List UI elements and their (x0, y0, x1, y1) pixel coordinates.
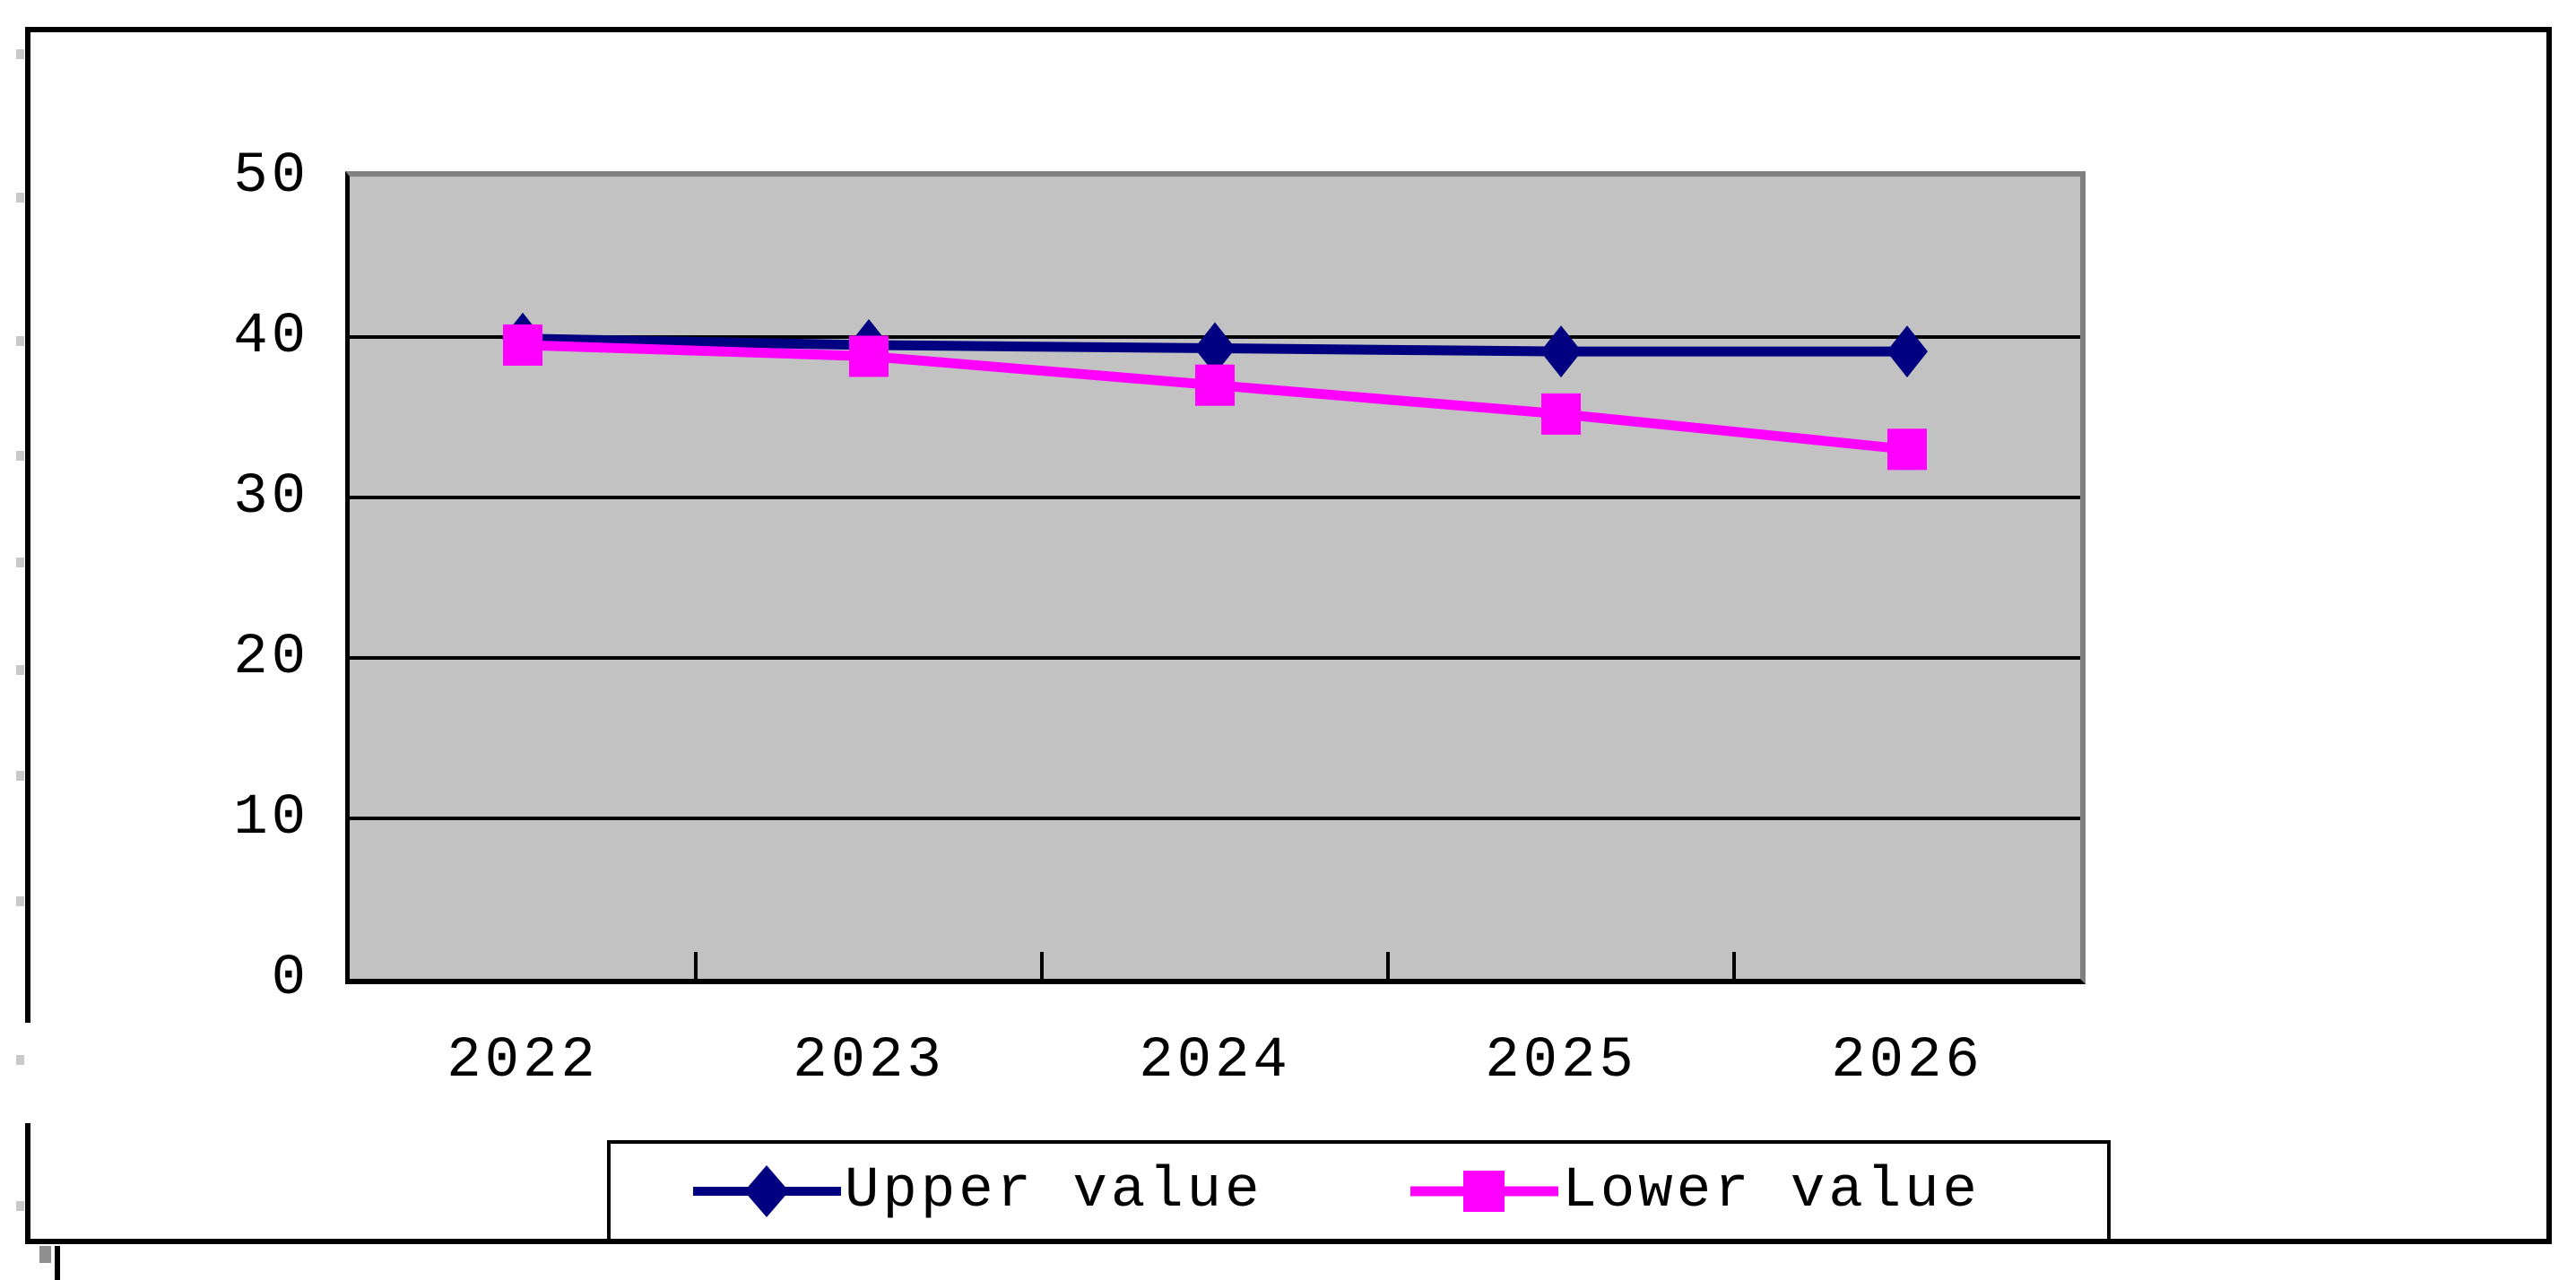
x-tick-label: 2025 (1485, 1029, 1637, 1094)
y-tick-label: 0 (271, 947, 309, 1011)
cropped-text-mark (55, 1246, 60, 1280)
legend-entry-upper: Upper value (693, 1159, 1262, 1224)
edge-artifact-dot (16, 665, 24, 675)
left-border-gap (22, 1023, 36, 1123)
edge-artifact-dot (16, 1201, 24, 1211)
diamond-marker-icon (693, 1165, 841, 1217)
edge-artifact-dot (16, 451, 24, 461)
edge-artifact-dot (16, 336, 24, 346)
y-tick-label: 40 (233, 305, 309, 369)
legend-label-upper: Upper value (845, 1159, 1263, 1224)
cropped-text-mark (39, 1246, 51, 1263)
y-tick-label: 50 (233, 144, 309, 209)
legend-label-lower: Lower value (1562, 1159, 1981, 1224)
plot-area (345, 171, 2086, 984)
x-tick-label: 2023 (793, 1029, 945, 1094)
edge-artifact-dot (16, 896, 24, 906)
y-tick-label: 10 (233, 786, 309, 851)
legend-entry-lower: Lower value (1410, 1159, 1980, 1224)
x-tick-label: 2024 (1139, 1029, 1291, 1094)
square-marker-icon (1410, 1171, 1559, 1212)
x-tick-label: 2026 (1831, 1029, 1983, 1094)
edge-artifact-dot (16, 558, 24, 567)
x-tick-label: 2022 (447, 1029, 599, 1094)
legend-box: Upper value Lower value (607, 1140, 2111, 1242)
y-tick-label: 20 (233, 626, 309, 690)
y-tick-label: 30 (233, 465, 309, 530)
edge-artifact-dot (16, 193, 24, 203)
edge-artifact-dot (16, 771, 24, 781)
edge-artifact-dot (16, 49, 24, 59)
edge-artifact-dot (16, 1055, 24, 1065)
chart-canvas (350, 312, 2080, 979)
